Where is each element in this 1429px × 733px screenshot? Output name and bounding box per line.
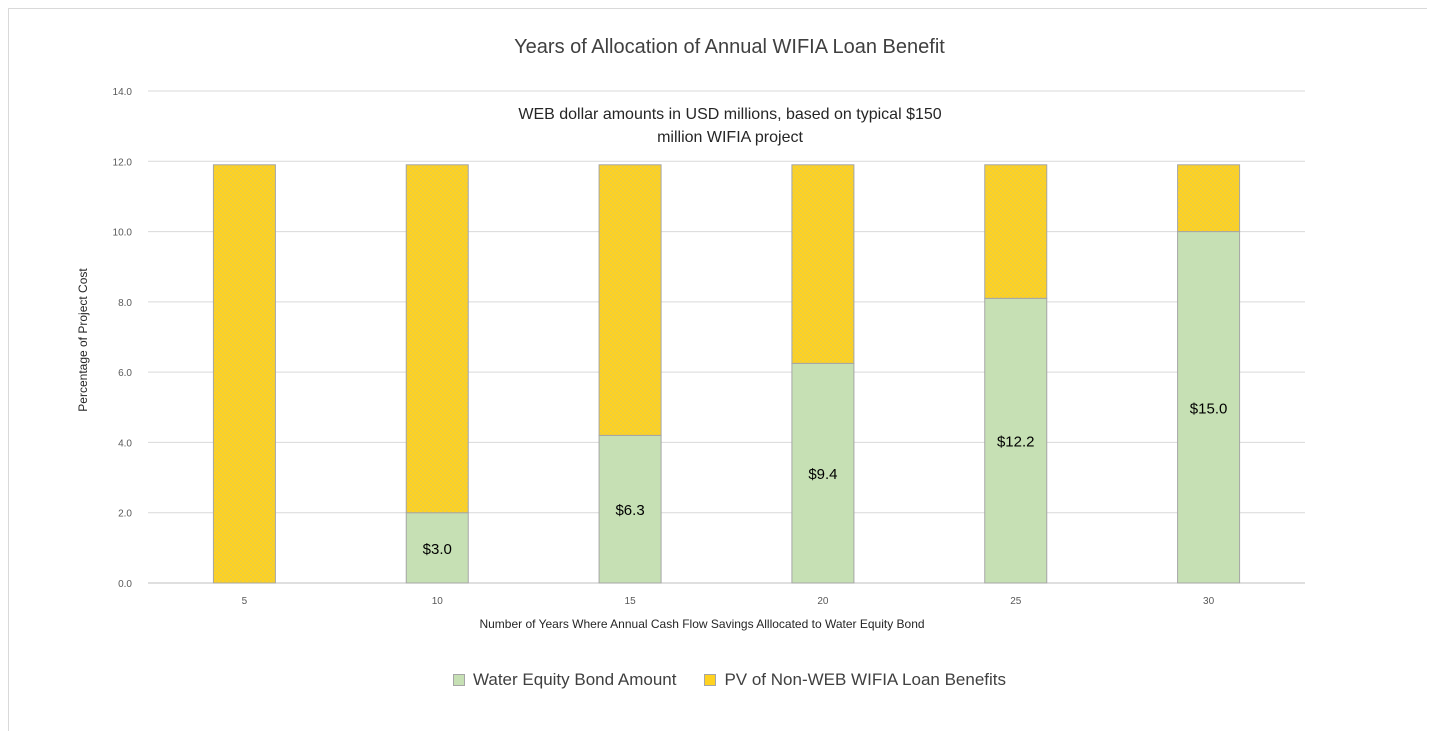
x-tick-label: 5 (242, 596, 248, 607)
y-tick-label: 2.0 (118, 509, 132, 520)
bar-web (1177, 231, 1241, 584)
y-tick-label: 12.0 (113, 157, 133, 168)
x-tick-label: 10 (432, 596, 444, 607)
y-tick-label: 8.0 (118, 298, 132, 309)
legend-label-web: Water Equity Bond Amount (472, 670, 677, 689)
x-tick-label: 25 (1010, 596, 1022, 607)
y-tick-label: 6.0 (118, 368, 132, 379)
chart-title: Years of Allocation of Annual WIFIA Loan… (514, 36, 945, 58)
bar-non-web (405, 164, 469, 514)
x-tick-label: 20 (817, 596, 829, 607)
x-tick-label: 30 (1203, 596, 1215, 607)
bar-non-web (1177, 164, 1241, 233)
y-axis-label: Percentage of Project Cost (76, 268, 90, 412)
legend-label-non-web: PV of Non-WEB WIFIA Loan Benefits (724, 670, 1007, 689)
legend-swatch-web (452, 674, 465, 686)
legend-item-web: Water Equity Bond Amount (452, 670, 677, 690)
data-label: $15.0 (1190, 400, 1228, 417)
chart-annotation: WEB dollar amounts in USD millions, base… (518, 106, 942, 146)
data-label: $3.0 (423, 541, 452, 558)
data-label: $12.2 (997, 434, 1035, 451)
bar-non-web (598, 164, 662, 436)
y-tick-label: 0.0 (118, 579, 132, 590)
bar-non-web (212, 164, 276, 584)
y-tick-label: 14.0 (113, 87, 133, 98)
legend-swatch-non-web (704, 674, 717, 686)
chart-frame (8, 8, 1427, 731)
data-label: $6.3 (615, 502, 644, 519)
x-axis-label: Number of Years Where Annual Cash Flow S… (479, 617, 924, 631)
x-tick-label: 15 (625, 596, 637, 607)
y-tick-label: 4.0 (118, 438, 132, 449)
y-tick-label: 10.0 (113, 228, 133, 239)
legend-item-non-web: PV of Non-WEB WIFIA Loan Benefits (704, 670, 1006, 690)
bar-non-web (984, 164, 1048, 299)
legend: Water Equity Bond Amount PV of Non-WEB W… (0, 670, 1429, 690)
data-label: $9.4 (808, 466, 837, 483)
bar-non-web (791, 164, 855, 364)
